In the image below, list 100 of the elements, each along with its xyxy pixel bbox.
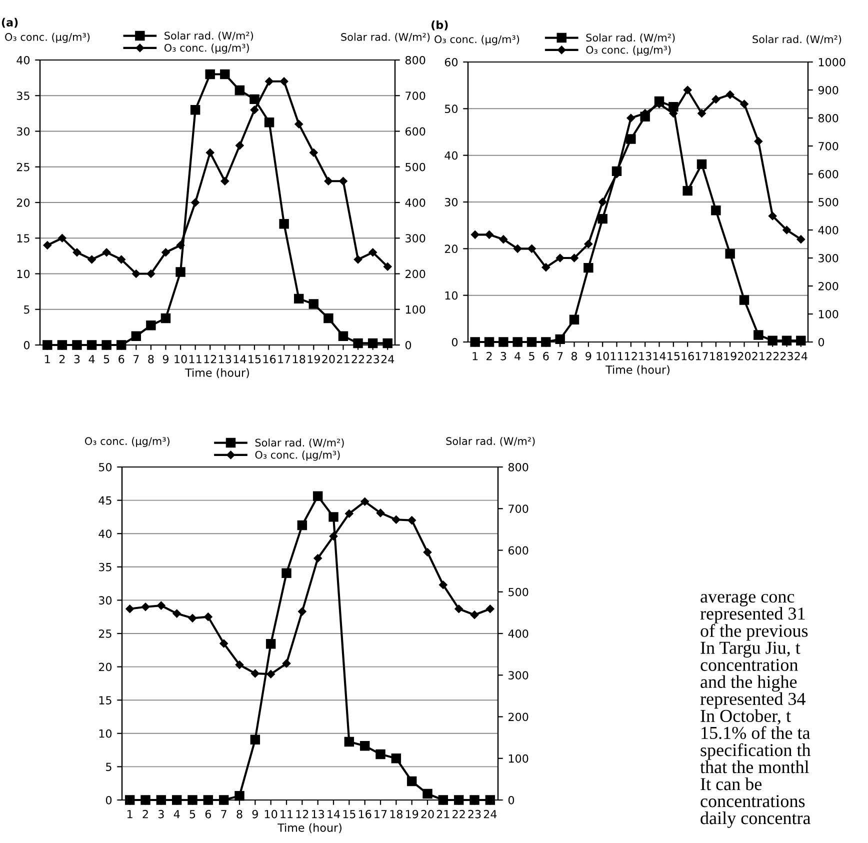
x-tick-label: 19 [406, 810, 418, 818]
y2-tick-label: 0 [405, 340, 412, 350]
x-tick-label: 9 [252, 810, 258, 818]
x-tick-label: 12 [204, 354, 216, 364]
x-tick-label: 11 [189, 355, 202, 364]
y-tick-label: 50 [98, 462, 112, 472]
text: In Targu Jiu, t [700, 642, 800, 658]
x-tick-label: 14 [653, 352, 666, 360]
y2-tick-label: 600 [406, 127, 426, 136]
x-tick-label: 3 [500, 352, 506, 360]
y-tick-label: 5 [106, 762, 112, 772]
x-tick-label: 12 [296, 810, 308, 818]
x-tick-label: 23 [366, 354, 379, 364]
y-tick-label: 50 [444, 104, 458, 114]
text: and the highe [700, 675, 797, 692]
y-tick-label: 30 [444, 198, 458, 206]
text: concentration [700, 658, 798, 671]
y-tick-label: 10 [17, 270, 30, 278]
x-tick-label: 5 [529, 352, 534, 360]
x-tick-label: 5 [190, 810, 196, 818]
x-tick-label: 19 [308, 354, 320, 364]
x-tick-label: 20 [322, 354, 335, 364]
x-tick-label: 11 [610, 352, 623, 360]
legend-label: O₃ conc. (μg/m³) [586, 46, 671, 56]
y2-tick-label: 200 [818, 282, 838, 290]
y2-tick-label: 100 [406, 305, 426, 314]
x-tick-label: 19 [724, 352, 736, 360]
text: In October, t [700, 709, 791, 725]
x-tick-label: 10 [596, 352, 609, 360]
y-tick-label: 40 [444, 151, 458, 160]
x-tick-label: 21 [752, 352, 764, 360]
x-tick-label: 4 [174, 810, 180, 818]
text: daily concentra [700, 811, 811, 828]
x-tick-label: 18 [390, 810, 402, 818]
y-tick-label: 15 [17, 234, 30, 243]
y2-tick-label: 500 [508, 588, 528, 596]
x-tick-label: 18 [293, 354, 306, 364]
y-tick-label: 25 [16, 162, 30, 172]
y-tick-label: 25 [98, 629, 112, 638]
x-axis-title: Time (hour) [606, 365, 670, 376]
x-tick-label: 15 [668, 352, 680, 360]
y-tick-label: 30 [98, 596, 112, 605]
x-tick-label: 6 [205, 810, 211, 818]
x-tick-label: 2 [59, 354, 65, 364]
x-tick-label: 17 [696, 352, 708, 360]
y2-tick-label: 300 [818, 254, 838, 262]
y2-tick-label: 800 [818, 114, 838, 122]
x-tick-label: 6 [118, 354, 124, 364]
x-tick-label: 10 [174, 354, 187, 364]
x-tick-label: 22 [452, 810, 465, 818]
y2-tick-label: 600 [818, 170, 838, 178]
chart-title: (a) [2, 18, 18, 28]
x-tick-label: 24 [794, 352, 808, 360]
y2-tick-label: 600 [508, 546, 528, 555]
y2-tick-label: 200 [508, 712, 528, 722]
y2-tick-label: 0 [508, 796, 514, 804]
x-tick-label: 16 [263, 354, 276, 364]
x-tick-label: 13 [639, 352, 652, 360]
x-tick-label: 2 [142, 810, 148, 818]
x-tick-label: 8 [571, 352, 578, 360]
y-tick-label: 40 [16, 56, 30, 64]
y-tick-label: 5 [24, 305, 30, 314]
x-tick-label: 23 [780, 352, 793, 360]
y2-tick-label: 0 [818, 338, 824, 346]
legend-label: O₃ conc. (μg/m³) [255, 450, 340, 461]
x-axis-title: Time (hour) [278, 823, 342, 834]
text: average conc [700, 593, 794, 606]
y2-tick-label: 700 [818, 142, 838, 150]
y2-axis-title: Solar rad. (W/m²) [446, 436, 535, 446]
x-tick-label: 18 [710, 352, 722, 360]
x-tick-label: 16 [358, 810, 372, 818]
legend-label: Solar rad. (W/m²) [255, 438, 344, 448]
x-tick-label: 1 [128, 810, 132, 818]
x-tick-label: 7 [134, 355, 139, 364]
x-tick-label: 4 [88, 355, 95, 364]
text: 15.1% of the ta [702, 726, 810, 740]
x-tick-label: 2 [486, 352, 492, 360]
y-tick-label: 35 [98, 562, 112, 572]
x-tick-label: 11 [280, 810, 293, 818]
x-tick-label: 8 [236, 810, 242, 818]
y-tick-label: 15 [99, 696, 112, 704]
text: represented 34 [700, 692, 806, 709]
y-tick-label: 10 [445, 291, 458, 300]
y2-tick-label: 700 [508, 504, 528, 514]
legend-label: O₃ conc. (μg/m³) [164, 44, 249, 54]
y2-tick-label: 400 [405, 198, 426, 207]
x-tick-label: 24 [381, 354, 394, 364]
x-tick-label: 24 [484, 810, 497, 818]
y2-tick-label: 300 [406, 234, 426, 243]
y2-tick-label: 500 [406, 162, 426, 172]
y-tick-label: 20 [98, 662, 112, 672]
y-tick-label: 30 [16, 127, 30, 136]
x-tick-label: 20 [738, 352, 751, 360]
y2-tick-label: 400 [508, 629, 528, 638]
x-tick-label: 6 [543, 352, 549, 360]
text: It can be [700, 777, 762, 790]
y2-tick-label: 300 [508, 671, 528, 680]
x-tick-label: 4 [514, 352, 520, 360]
text: concentrations [700, 795, 805, 808]
legend-label: Solar rad. (W/m²) [586, 34, 675, 43]
